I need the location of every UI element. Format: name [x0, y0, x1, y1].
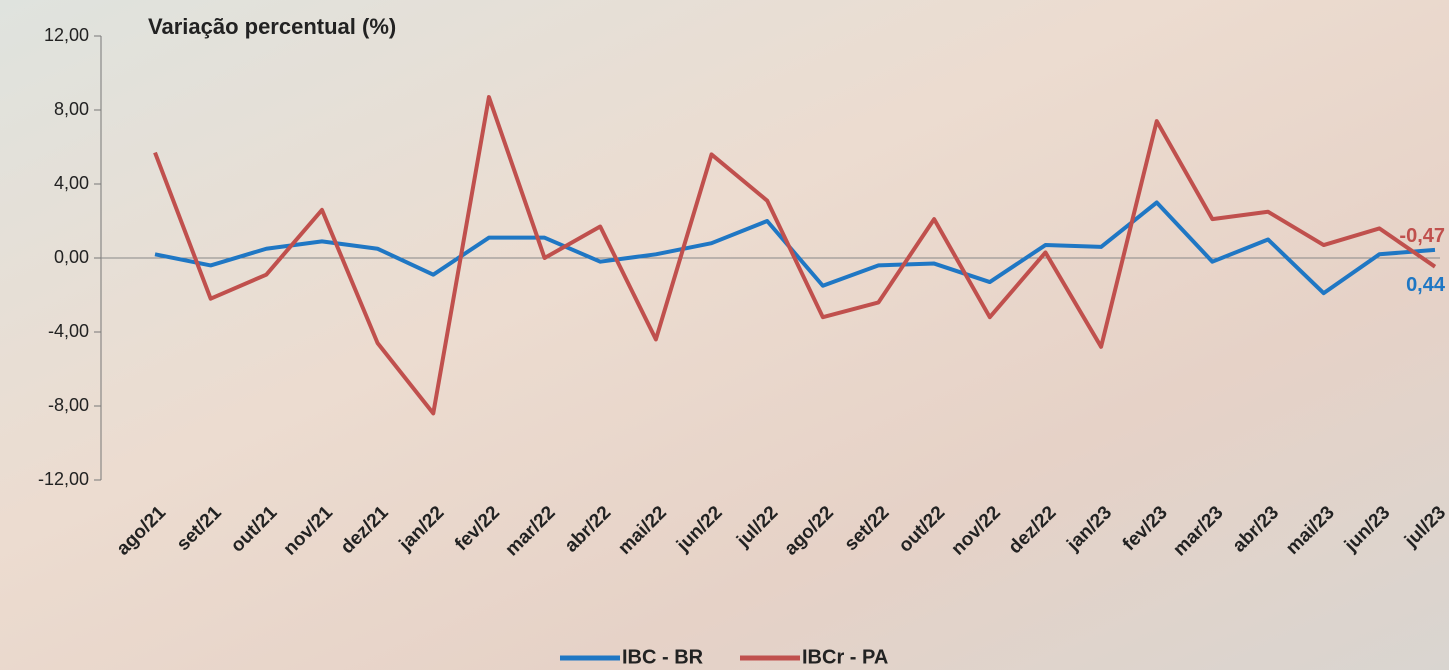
y-tick-label: 0,00 [54, 247, 89, 267]
y-tick-label: 8,00 [54, 99, 89, 119]
chart: Variação percentual (%) -12,00 -8,00 -4,00… [0, 0, 1449, 670]
y-tick-label: -4,00 [48, 321, 89, 341]
background [0, 0, 1449, 670]
legend-label: IBC - BR [622, 646, 704, 668]
data-label: 0,44 [1406, 274, 1446, 296]
y-tick-label: 4,00 [54, 173, 89, 193]
data-label: -0,47 [1399, 225, 1445, 247]
chart-title: Variação percentual (%) [148, 14, 396, 39]
y-tick-label: -12,00 [38, 469, 89, 489]
y-tick-label: -8,00 [48, 395, 89, 415]
y-tick-label: 12,00 [44, 25, 89, 45]
legend-label: IBCr - PA [802, 646, 888, 668]
